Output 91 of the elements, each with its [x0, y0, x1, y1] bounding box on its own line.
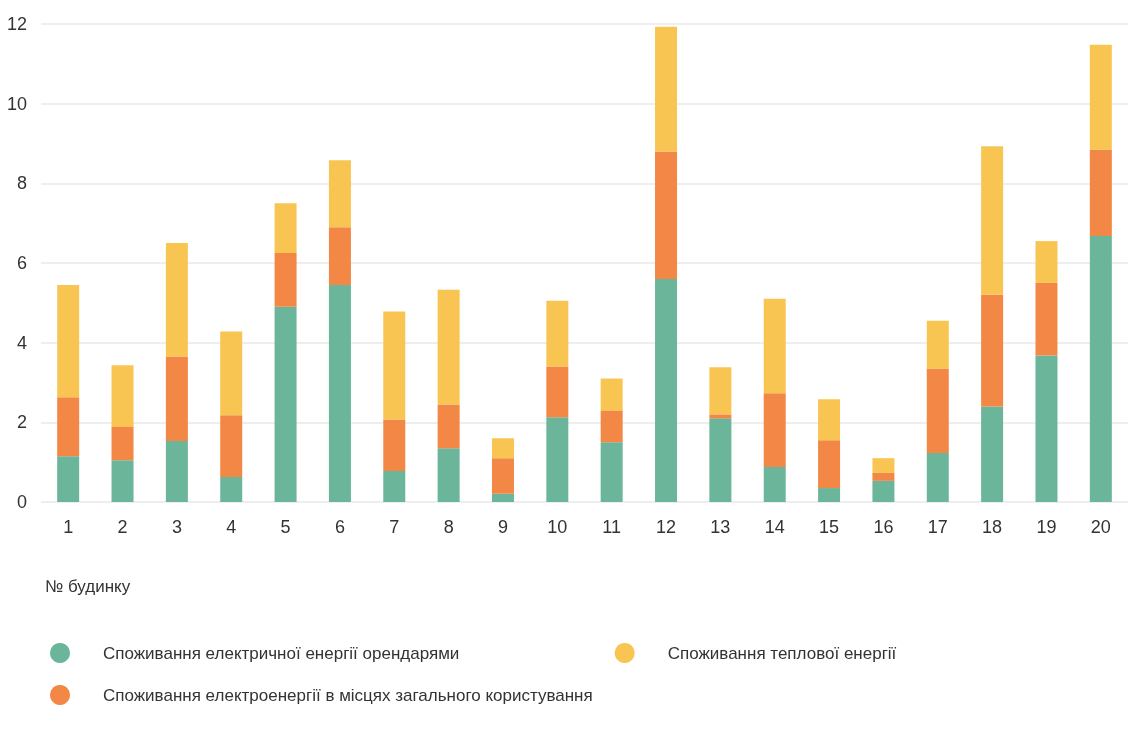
bar: [111, 427, 134, 461]
bar: [220, 476, 243, 502]
bar: [655, 278, 678, 502]
x-tick-label: 20: [1090, 517, 1111, 537]
bar: [546, 417, 569, 502]
bar: [383, 470, 406, 502]
x-tick-label: 2: [117, 517, 128, 537]
bar: [328, 160, 351, 228]
y-tick-label: 10: [6, 93, 27, 114]
legend-label: Споживання електроенергії в місцях загального користування: [103, 685, 593, 705]
x-tick-label: 9: [497, 517, 508, 537]
x-tick-label: 18: [982, 517, 1003, 537]
x-tick-label: 10: [547, 517, 568, 537]
x-tick-label: 16: [873, 517, 894, 537]
bar: [491, 438, 514, 459]
bar: [220, 331, 243, 416]
bar: [763, 393, 786, 467]
bar: [818, 440, 841, 489]
bar: [763, 298, 786, 394]
bar: [981, 406, 1004, 502]
bar: [818, 488, 841, 502]
y-tick-label: 2: [16, 412, 27, 433]
bar: [872, 458, 895, 473]
y-tick-label: 12: [6, 14, 27, 34]
y-tick-label: 0: [16, 492, 27, 512]
bar: [220, 415, 243, 477]
bar: [491, 458, 514, 494]
bar: [546, 366, 569, 418]
bar: [655, 26, 678, 152]
bar: [328, 227, 351, 285]
bar: [981, 146, 1004, 295]
bar: [926, 453, 949, 502]
bar: [872, 472, 895, 481]
bar: [763, 466, 786, 502]
bar: [165, 356, 188, 442]
bar: [274, 253, 297, 307]
bar: [600, 378, 623, 411]
x-tick-label: 11: [602, 517, 622, 537]
bar: [57, 397, 80, 457]
x-tick-label: 17: [927, 517, 948, 537]
bar: [274, 306, 297, 502]
bar: [709, 367, 732, 415]
bar: [872, 480, 895, 502]
legend-label: Споживання електричної енергії орендарями: [103, 643, 460, 663]
bar: [655, 151, 678, 279]
bar: [383, 311, 406, 420]
bar: [383, 419, 406, 471]
bar: [600, 442, 623, 502]
x-tick-label: 6: [334, 517, 345, 537]
x-tick-label: 8: [443, 517, 454, 537]
bar: [274, 203, 297, 254]
x-tick-label: 13: [710, 517, 731, 537]
bar: [818, 399, 841, 441]
x-tick-label: 15: [819, 517, 840, 537]
bar: [1089, 235, 1112, 502]
bar: [437, 289, 460, 405]
bar: [111, 460, 134, 502]
bar: [1089, 44, 1112, 150]
y-tick-label: 6: [16, 253, 27, 273]
bar: [709, 418, 732, 502]
bar: [328, 284, 351, 502]
x-axis-title: № будинку: [45, 577, 131, 596]
x-tick-label: 3: [171, 517, 182, 537]
bar: [57, 456, 80, 502]
bar: [437, 404, 460, 449]
legend-label: Споживання теплової енергії: [667, 643, 897, 663]
bar: [491, 493, 514, 502]
y-tick-label: 8: [16, 173, 27, 194]
bar: [981, 294, 1004, 407]
bar: [111, 365, 134, 428]
bar: [709, 414, 732, 419]
bar: [437, 448, 460, 502]
x-tick-label: 19: [1036, 517, 1057, 537]
bar: [546, 300, 569, 367]
bar: [926, 320, 949, 369]
x-tick-label: 4: [226, 517, 237, 537]
bar: [165, 441, 188, 502]
bar: [165, 243, 188, 357]
x-tick-label: 14: [764, 517, 785, 537]
x-tick-label: 1: [63, 517, 74, 537]
x-tick-label: 7: [389, 517, 400, 537]
bar: [1035, 282, 1058, 356]
bar: [57, 284, 80, 398]
y-tick-label: 4: [16, 332, 27, 353]
bar: [1035, 355, 1058, 502]
bar: [1089, 149, 1112, 236]
x-tick-label: 12: [656, 517, 677, 537]
bar: [926, 368, 949, 454]
x-tick-label: 5: [280, 517, 291, 537]
bar: [600, 410, 623, 443]
bar: [1035, 241, 1058, 283]
